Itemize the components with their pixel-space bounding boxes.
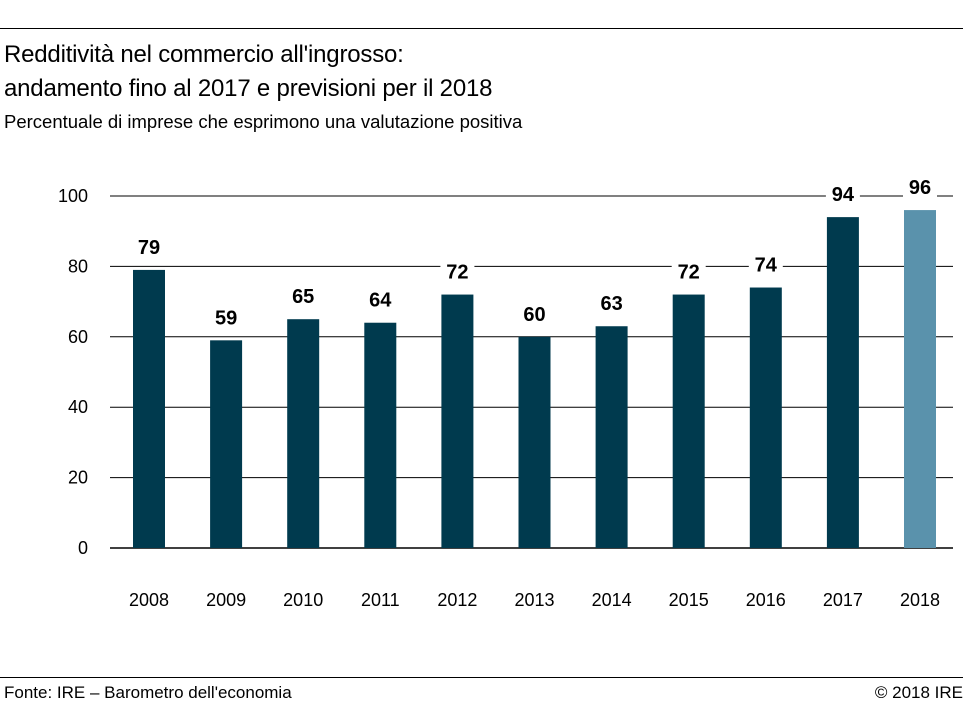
x-tick-label-2013: 2013: [514, 590, 554, 610]
bar-2014: [595, 326, 628, 548]
bar-2011: [364, 322, 397, 548]
bar-2009: [210, 340, 243, 548]
data-label-2008: 79: [138, 237, 160, 259]
x-tick-label-2018: 2018: [900, 590, 940, 610]
data-label-2013: 60: [523, 304, 545, 326]
bar-2008: [133, 269, 165, 548]
data-label-2009: 59: [215, 307, 237, 329]
bars: [133, 210, 936, 548]
copyright-note: © 2018 IRE: [874, 683, 963, 702]
bar-2015: [672, 294, 705, 548]
y-tick-label-0: 0: [78, 538, 88, 558]
y-tick-label-100: 100: [58, 186, 88, 206]
bar-2012: [441, 294, 474, 548]
chart-title: Redditività nel commercio all'ingrosso: …: [4, 38, 492, 106]
y-tick-label-80: 80: [68, 256, 88, 276]
data-label-halo-2010: [286, 286, 321, 309]
y-tick-label-40: 40: [68, 397, 88, 417]
bar-2018: [904, 210, 936, 548]
data-label-2018: 96: [909, 177, 931, 199]
data-label-halo-2014: [594, 293, 629, 316]
data-label-halo-2015: [671, 261, 706, 284]
data-label-2012: 72: [446, 262, 468, 284]
y-tick-label-60: 60: [68, 327, 88, 347]
y-tick-label-20: 20: [68, 468, 88, 488]
x-tick-label-2012: 2012: [437, 590, 477, 610]
x-tick-label-2010: 2010: [283, 590, 323, 610]
data-label-halo-2009: [209, 307, 244, 330]
x-axis-ticks: 2008 2009 2010 2011 2012 2013 2014 2015 2016 2017…: [129, 590, 940, 610]
x-tick-label-2016: 2016: [746, 590, 786, 610]
data-labels: 79 59 65 64 72 60 63 72 74 94 96: [132, 177, 937, 330]
x-tick-label-2015: 2015: [669, 590, 709, 610]
data-label-halo-2013: [517, 303, 552, 326]
data-label-2011: 64: [369, 290, 392, 312]
x-tick-label-2009: 2009: [206, 590, 246, 610]
data-label-2010: 65: [292, 286, 314, 308]
bar-2013: [518, 336, 551, 548]
x-tick-label-2017: 2017: [823, 590, 863, 610]
data-label-halo-2012: [440, 261, 475, 284]
chart-title-line-1: Redditività nel commercio all'ingrosso:: [4, 41, 404, 68]
data-label-halo-2016: [748, 254, 783, 277]
data-label-halo-2017: [825, 184, 860, 207]
data-label-2015: 72: [678, 262, 700, 284]
bar-2016: [749, 287, 782, 548]
top-rule: [0, 28, 963, 29]
chart-subtitle: Percentuale di imprese che esprimono una…: [4, 111, 523, 132]
y-axis-ticks: 0 20 40 60 80 100: [58, 186, 88, 558]
chart-title-line-2: andamento fino al 2017 e previsioni per …: [4, 75, 493, 102]
data-label-2017: 94: [832, 184, 855, 206]
data-label-2014: 63: [600, 293, 622, 315]
data-label-halo-2008: [132, 236, 166, 259]
data-label-halo-2011: [363, 289, 398, 312]
x-tick-label-2014: 2014: [592, 590, 632, 610]
data-label-halo-2018: [903, 177, 937, 200]
x-tick-label-2011: 2011: [361, 590, 400, 610]
data-label-2016: 74: [755, 255, 778, 277]
source-note: Fonte: IRE – Barometro dell'economia: [4, 683, 292, 702]
x-tick-label-2008: 2008: [129, 590, 169, 610]
bar-2017: [826, 217, 859, 548]
bar-2010: [287, 319, 320, 548]
bottom-rule: [0, 677, 963, 678]
